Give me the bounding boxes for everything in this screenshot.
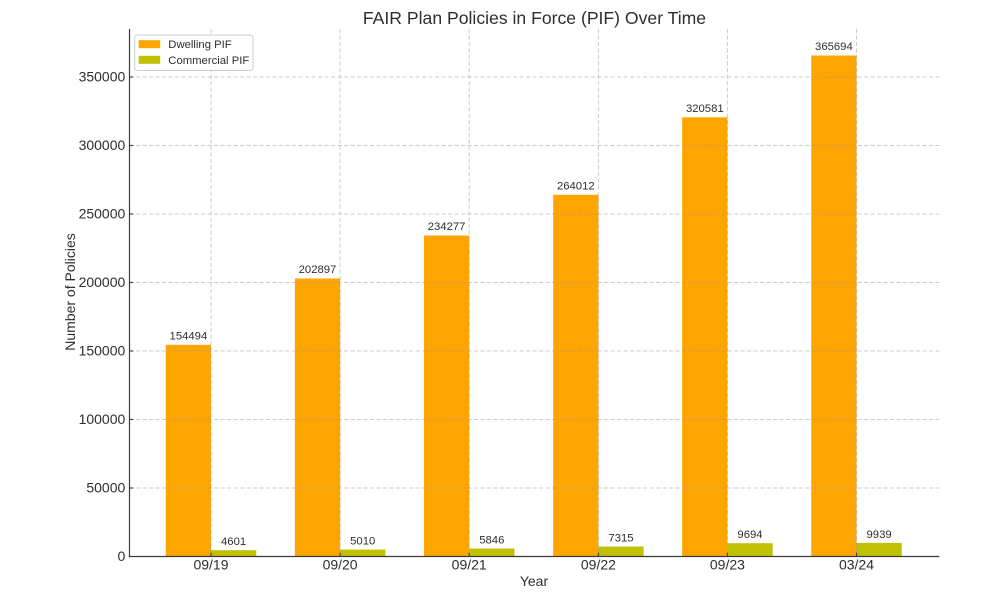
svg-text:09/21: 09/21 (452, 557, 487, 573)
svg-text:365694: 365694 (815, 41, 853, 53)
svg-text:234277: 234277 (428, 221, 466, 233)
svg-text:Commercial PIF: Commercial PIF (168, 55, 249, 67)
svg-text:5010: 5010 (350, 536, 375, 548)
svg-text:250000: 250000 (79, 206, 126, 222)
svg-text:100000: 100000 (79, 411, 126, 427)
svg-text:FAIR Plan Policies in Force (P: FAIR Plan Policies in Force (PIF) Over T… (363, 8, 706, 28)
svg-text:300000: 300000 (79, 137, 126, 153)
svg-text:4601: 4601 (221, 536, 246, 548)
svg-text:09/19: 09/19 (193, 557, 228, 573)
svg-text:03/24: 03/24 (839, 557, 874, 573)
svg-text:202897: 202897 (299, 264, 337, 276)
svg-text:09/22: 09/22 (581, 557, 616, 573)
svg-text:50000: 50000 (86, 480, 125, 496)
svg-text:9694: 9694 (737, 529, 762, 541)
svg-text:09/20: 09/20 (323, 557, 358, 573)
svg-text:320581: 320581 (686, 103, 724, 115)
svg-text:5846: 5846 (479, 534, 504, 546)
svg-text:Number of Policies: Number of Policies (62, 233, 78, 351)
svg-text:7315: 7315 (608, 532, 633, 544)
svg-text:200000: 200000 (79, 274, 126, 290)
svg-text:350000: 350000 (79, 69, 126, 85)
svg-text:0: 0 (118, 548, 126, 564)
svg-text:Dwelling PIF: Dwelling PIF (168, 39, 232, 51)
svg-text:9939: 9939 (867, 529, 892, 541)
svg-text:264012: 264012 (557, 180, 595, 192)
svg-text:09/23: 09/23 (710, 557, 745, 573)
svg-text:Year: Year (520, 573, 549, 589)
svg-text:154494: 154494 (170, 330, 208, 342)
svg-text:150000: 150000 (79, 343, 126, 359)
